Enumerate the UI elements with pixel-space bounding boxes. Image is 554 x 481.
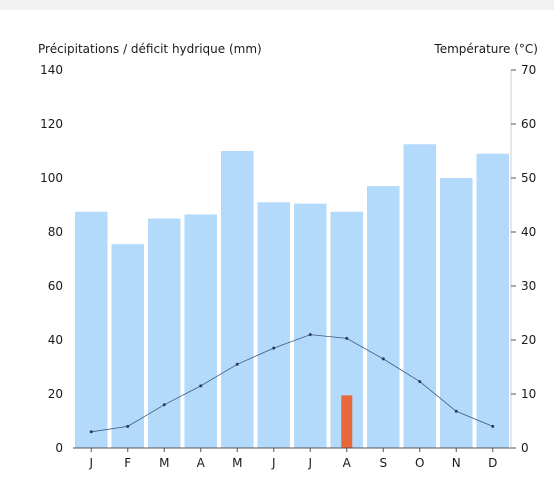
- left-tick-label-4: 80: [48, 225, 63, 239]
- x-tick-label-1: F: [124, 456, 131, 470]
- temperature-point-10: [454, 409, 458, 413]
- temperature-point-11: [491, 424, 495, 428]
- left-tick-label-7: 140: [40, 63, 63, 77]
- temperature-point-2: [162, 403, 166, 407]
- precipitation-bar-4: [221, 151, 254, 448]
- x-tick-label-9: O: [415, 456, 424, 470]
- temperature-point-7: [345, 336, 349, 340]
- precipitation-bar-3: [184, 214, 217, 448]
- precipitation-bar-11: [476, 153, 509, 448]
- precipitation-bar-5: [257, 202, 290, 448]
- left-tick-label-0: 0: [55, 441, 63, 455]
- x-tick-label-0: J: [88, 456, 93, 470]
- precipitation-bar-2: [148, 218, 181, 448]
- temperature-point-4: [235, 362, 239, 366]
- right-tick-label-2: 20: [521, 333, 536, 347]
- bars-group: [75, 144, 509, 448]
- left-tick-label-2: 40: [48, 333, 63, 347]
- temperature-point-8: [381, 357, 385, 361]
- axes-group: 0 20 40 60 80 100 120 140 0 10 20 30 40 50 60 70 J F M A M J J…: [40, 63, 536, 470]
- left-tick-label-6: 120: [40, 117, 63, 131]
- temperature-line-group: [89, 333, 495, 434]
- left-tick-label-1: 20: [48, 387, 63, 401]
- precipitation-bar-9: [403, 144, 436, 448]
- x-tick-label-5: J: [271, 456, 276, 470]
- left-axis-label: Précipitations / déficit hydrique (mm): [38, 42, 262, 56]
- precipitation-bar-8: [367, 186, 400, 448]
- left-tick-label-5: 100: [40, 171, 63, 185]
- precipitation-bar-6: [294, 203, 327, 448]
- x-tick-label-2: M: [159, 456, 169, 470]
- x-tick-label-7: A: [343, 456, 352, 470]
- temperature-point-6: [308, 333, 312, 337]
- temperature-line: [91, 334, 493, 433]
- temperature-point-9: [418, 380, 422, 384]
- right-tick-label-5: 50: [521, 171, 536, 185]
- right-tick-label-0: 0: [521, 441, 529, 455]
- chart-card: Précipitations / déficit hydrique (mm) T…: [18, 10, 554, 481]
- right-tick-label-7: 70: [521, 63, 536, 77]
- top-band: [0, 0, 554, 10]
- x-tick-label-8: S: [379, 456, 387, 470]
- precipitation-bar-1: [111, 244, 144, 448]
- temperature-point-5: [272, 346, 276, 350]
- temperature-point-0: [89, 430, 93, 434]
- right-tick-label-1: 10: [521, 387, 536, 401]
- right-tick-label-6: 60: [521, 117, 536, 131]
- x-tick-label-3: A: [197, 456, 206, 470]
- deficit-bar-7: [341, 395, 353, 448]
- climate-chart: Précipitations / déficit hydrique (mm) T…: [38, 42, 538, 470]
- right-tick-label-3: 30: [521, 279, 536, 293]
- x-tick-label-4: M: [232, 456, 242, 470]
- x-tick-label-11: D: [488, 456, 497, 470]
- x-tick-label-6: J: [307, 456, 312, 470]
- temperature-point-1: [126, 424, 130, 428]
- x-tick-label-10: N: [452, 456, 461, 470]
- right-axis-label: Température (°C): [433, 42, 538, 56]
- precipitation-bar-0: [75, 211, 108, 448]
- precipitation-bar-10: [440, 178, 473, 448]
- right-tick-label-4: 40: [521, 225, 536, 239]
- temperature-point-3: [199, 384, 203, 388]
- left-tick-label-3: 60: [48, 279, 63, 293]
